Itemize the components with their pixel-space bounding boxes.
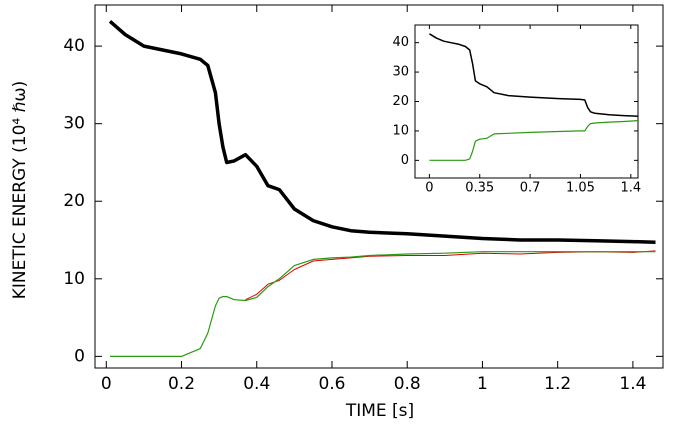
- y-tick-label: 40: [392, 35, 409, 50]
- x-tick-label: 0.8: [394, 374, 421, 394]
- y-tick-label: 20: [392, 94, 409, 109]
- y-axis-label: KINETIC ENERGY (10⁴ ℏω): [10, 81, 30, 300]
- x-tick-label: 1.4: [619, 374, 646, 394]
- y-tick-label: 30: [392, 65, 409, 80]
- x-tick-label: 0.6: [318, 374, 345, 394]
- x-tick-label: 0: [101, 374, 112, 394]
- x-tick-label: 0.2: [168, 374, 195, 394]
- x-tick-label: 0.7: [520, 181, 541, 196]
- x-tick-label: 0.4: [243, 374, 270, 394]
- x-tick-label: 1.05: [566, 181, 595, 196]
- y-tick-label: 0: [401, 153, 409, 168]
- x-tick-label: 1: [477, 374, 488, 394]
- data-line: [429, 33, 639, 117]
- data-line: [110, 251, 656, 357]
- inset-plot: 0 0.35 0.7 1.05 1.4 0 10 20 30 40: [392, 24, 641, 196]
- x-axis-label: TIME [s]: [345, 401, 414, 421]
- data-line: [429, 120, 639, 161]
- x-tick-label: 0: [425, 181, 433, 196]
- y-tick-label: 0: [74, 346, 85, 366]
- x-tick-label: 1.2: [544, 374, 571, 394]
- y-tick-label: 10: [392, 123, 409, 138]
- y-tick-label: 40: [63, 36, 85, 56]
- y-tick-label: 10: [63, 269, 85, 289]
- y-tick-label: 20: [63, 191, 85, 211]
- y-tick-label: 30: [63, 114, 85, 134]
- x-tick-label: 0.35: [465, 181, 494, 196]
- plot-frame: [414, 24, 639, 179]
- x-tick-label: 1.4: [620, 181, 641, 196]
- data-line: [108, 19, 656, 245]
